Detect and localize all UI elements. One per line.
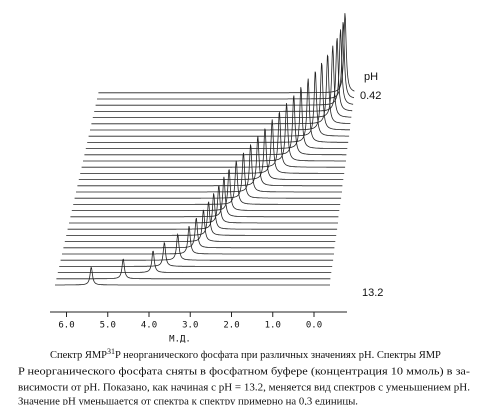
x-tick-label: 5.0: [100, 321, 116, 331]
caption: Спектр ЯМР31P неорганического фосфата пр…: [50, 347, 441, 362]
spectrum-trace: [63, 217, 335, 249]
caption-text: P неорганического фосфата при различных …: [115, 350, 441, 361]
ph-bottom: 13.2: [362, 287, 383, 299]
spectrum-trace: [80, 119, 345, 174]
spectrum-trace: [90, 62, 350, 131]
spectrum-trace: [98, 13, 355, 94]
spectrum-trace: [73, 160, 341, 205]
spectrum-trace: [91, 54, 351, 125]
caption-text: Спектр ЯМР: [50, 350, 107, 361]
spectrum-trace: [70, 176, 339, 218]
spectrum-trace: [88, 71, 350, 137]
spectrum-trace: [64, 209, 336, 242]
caption-text: Значение pH уменьшается от спектра к спе…: [18, 396, 358, 405]
caption-text: P неорганического фосфата сняты в фосфат…: [18, 366, 471, 377]
spectrum-trace: [87, 78, 349, 143]
spectrum-trace: [97, 22, 355, 100]
x-tick-label: 0.0: [306, 321, 322, 331]
x-tick-label: 2.0: [223, 321, 239, 331]
spectrum-trace: [74, 152, 342, 199]
spectrum-trace: [62, 226, 334, 255]
spectra: [55, 13, 355, 286]
spectrum-trace: [69, 185, 338, 224]
caption-sup: 31: [107, 347, 115, 356]
spectrum-trace: [78, 128, 344, 180]
x-tick-label: 1.0: [265, 321, 281, 331]
caption-text: висимости от pH. Показано, как начиная с…: [18, 382, 470, 393]
spectrum-trace: [84, 95, 347, 156]
spectrum-trace: [95, 29, 354, 106]
spectrum-trace: [59, 241, 333, 267]
ph-label: pH: [364, 71, 378, 83]
spectrum-trace: [76, 144, 342, 193]
x-axis-label: М.Д.: [169, 335, 191, 345]
x-tick-label: 6.0: [58, 321, 74, 331]
spectrum-trace: [92, 45, 352, 118]
ph-top: 0.42: [360, 90, 381, 102]
spectrum-trace: [56, 258, 331, 280]
x-tick-label: 4.0: [141, 321, 157, 331]
spectrum-trace: [83, 103, 346, 162]
spectrum-trace: [66, 201, 337, 236]
spectrum-trace: [71, 169, 340, 211]
spectrum-trace: [55, 267, 330, 286]
spectrum-trace: [60, 232, 334, 261]
spectrum-trace: [94, 38, 353, 112]
spectrum-trace: [77, 135, 343, 187]
x-tick-label: 3.0: [182, 321, 198, 331]
spectrum-trace: [57, 250, 332, 273]
spectrum-trace: [67, 193, 338, 230]
spectrum-trace: [81, 111, 346, 168]
